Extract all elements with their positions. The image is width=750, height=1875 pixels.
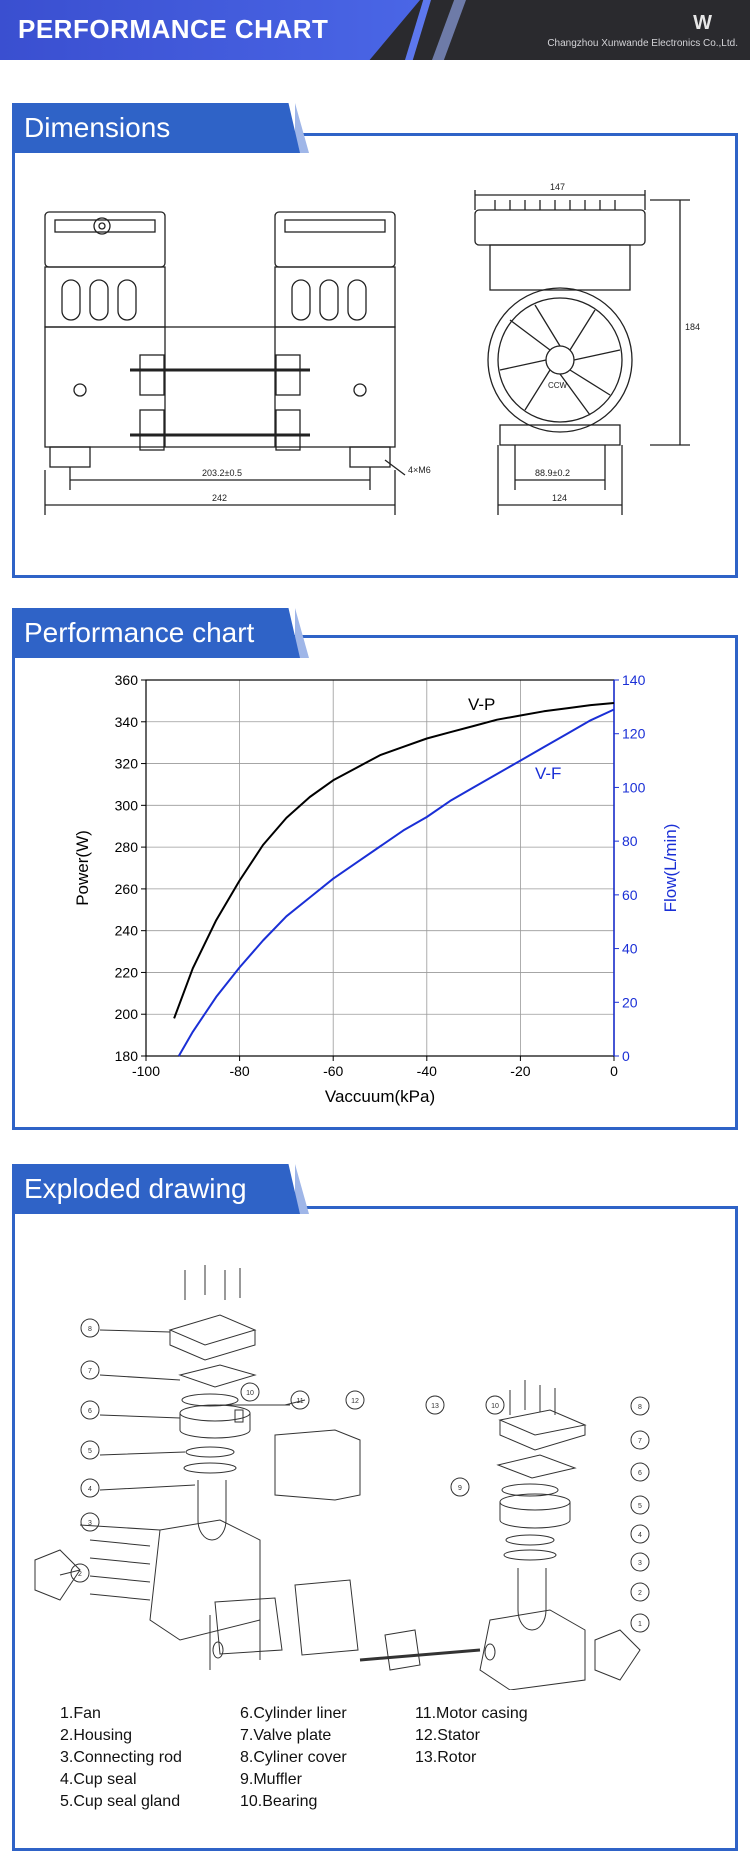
performance-panel xyxy=(12,635,738,1130)
x-axis-label: Vaccuum(kPa) xyxy=(325,1087,435,1106)
x-tick-label: -20 xyxy=(510,1063,530,1079)
y-tick-label: 360 xyxy=(115,672,139,688)
x-tick-label: -40 xyxy=(417,1063,437,1079)
callout-6b: 6 xyxy=(638,1470,642,1477)
y-tick-label: 200 xyxy=(115,1006,139,1022)
y2-tick-label: 120 xyxy=(622,726,646,742)
y-tick-label: 180 xyxy=(115,1048,139,1064)
performance-chart: -100 -80 -60 -40 -20 018020022024026028030032… xyxy=(73,672,680,1106)
dim-front-outer: 242 xyxy=(212,493,227,503)
header-stripe xyxy=(432,0,466,60)
y2-axis-label: Flow(L/min) xyxy=(661,824,680,913)
part-item: 3.Connecting rod xyxy=(60,1749,182,1766)
part-item: 10.Bearing xyxy=(240,1793,318,1810)
part-item: 5.Cup seal gland xyxy=(60,1793,181,1810)
company-logo: W xyxy=(693,12,712,34)
y-tick-label: 280 xyxy=(115,839,139,855)
callout-12: 12 xyxy=(351,1398,359,1405)
callout-7b: 7 xyxy=(638,1438,642,1445)
dim-front-inner: 203.2±0.5 xyxy=(202,468,242,478)
callout-3b: 3 xyxy=(638,1560,642,1567)
fan-direction-label: CCW xyxy=(548,381,568,390)
part-item: 13.Rotor xyxy=(415,1749,477,1766)
plot-frame xyxy=(145,679,615,1057)
y2-tick-label: 140 xyxy=(622,672,646,688)
part-item: 4.Cup seal xyxy=(60,1771,137,1788)
callout-7: 7 xyxy=(88,1368,92,1375)
callout-5: 5 xyxy=(88,1448,92,1455)
callout-10b: 10 xyxy=(491,1403,499,1410)
parts-list-col1: 1.Fan 2.Housing 3.Connecting rod 4.Cup s… xyxy=(60,1703,182,1813)
callout-2: 2 xyxy=(78,1571,82,1578)
callout-10: 10 xyxy=(246,1390,254,1397)
header-bar: PERFORMANCE CHART W Changzhou Xunwande E… xyxy=(0,0,750,60)
y-tick-label: 320 xyxy=(115,756,139,772)
x-tick-label: -100 xyxy=(132,1063,160,1079)
callout-8b: 8 xyxy=(638,1404,642,1411)
y-tick-label: 260 xyxy=(115,881,139,897)
exploded-panel xyxy=(12,1206,738,1851)
dim-holes: 4×M6 xyxy=(408,465,431,475)
callout-11: 11 xyxy=(296,1398,303,1405)
exploded-drawing: 8 7 6 5 4 3 2 11 12 13 10 10 9 8 7 6 5 4… xyxy=(34,1265,650,1690)
part-item: 2.Housing xyxy=(60,1727,133,1744)
y2-tick-label: 40 xyxy=(622,941,638,957)
callout-4: 4 xyxy=(88,1486,92,1493)
dim-side-inner: 88.9±0.2 xyxy=(535,468,570,478)
dimensions-panel xyxy=(12,133,738,578)
parts-list-col3: 11.Motor casing 12.Stator 13.Rotor xyxy=(415,1703,528,1769)
y2-tick-label: 100 xyxy=(622,779,646,795)
company-name: Changzhou Xunwande Electronics Co.,Ltd. xyxy=(547,38,738,49)
callout-2b: 2 xyxy=(638,1590,642,1597)
x-tick-label: -80 xyxy=(229,1063,249,1079)
part-item: 1.Fan xyxy=(60,1705,101,1722)
callout-4b: 4 xyxy=(638,1532,642,1539)
x-tick-label: -60 xyxy=(323,1063,343,1079)
section-title-dimensions: Dimensions xyxy=(12,103,300,153)
callout-1b: 1 xyxy=(638,1621,642,1628)
callout-5b: 5 xyxy=(638,1503,642,1510)
series-label-vp: V-P xyxy=(468,695,495,714)
callout-6: 6 xyxy=(88,1408,92,1415)
parts-list-col2: 6.Cylinder liner 7.Valve plate 8.Cyliner… xyxy=(240,1703,347,1813)
dim-side-top: 147 xyxy=(550,182,565,192)
section-title-performance: Performance chart xyxy=(12,608,300,658)
part-item: 9.Muffler xyxy=(240,1771,302,1788)
part-item: 7.Valve plate xyxy=(240,1727,332,1744)
callout-13: 13 xyxy=(431,1403,439,1410)
y2-tick-label: 80 xyxy=(622,833,638,849)
y2-tick-label: 20 xyxy=(622,994,638,1010)
y-tick-label: 240 xyxy=(115,923,139,939)
part-item: 6.Cylinder liner xyxy=(240,1705,347,1722)
y-axis-label: Power(W) xyxy=(73,830,92,906)
dimension-drawing: 203.2±0.5 242 4×M6 147 184 88.9±0.2 124 … xyxy=(44,182,700,515)
dim-side-height: 184 xyxy=(685,322,700,332)
y-tick-label: 340 xyxy=(115,714,139,730)
part-item: 12.Stator xyxy=(415,1727,480,1744)
callout-3: 3 xyxy=(88,1520,92,1527)
y-tick-label: 220 xyxy=(115,964,139,980)
series-label-vf: V-F xyxy=(535,764,561,783)
y-tick-label: 300 xyxy=(115,797,139,813)
callout-8: 8 xyxy=(88,1326,92,1333)
header-title-band xyxy=(0,0,420,60)
callout-9: 9 xyxy=(458,1485,462,1492)
series-line-vp xyxy=(173,702,615,1019)
dim-side-outer: 124 xyxy=(552,493,567,503)
page-title: PERFORMANCE CHART xyxy=(18,14,329,44)
x-tick-label: 0 xyxy=(610,1063,618,1079)
series-line-vf xyxy=(177,708,615,1057)
part-item: 11.Motor casing xyxy=(415,1705,528,1722)
y2-tick-label: 0 xyxy=(622,1048,630,1064)
y2-tick-label: 60 xyxy=(622,887,638,903)
part-item: 8.Cyliner cover xyxy=(240,1749,347,1766)
section-title-exploded: Exploded drawing xyxy=(12,1164,300,1214)
